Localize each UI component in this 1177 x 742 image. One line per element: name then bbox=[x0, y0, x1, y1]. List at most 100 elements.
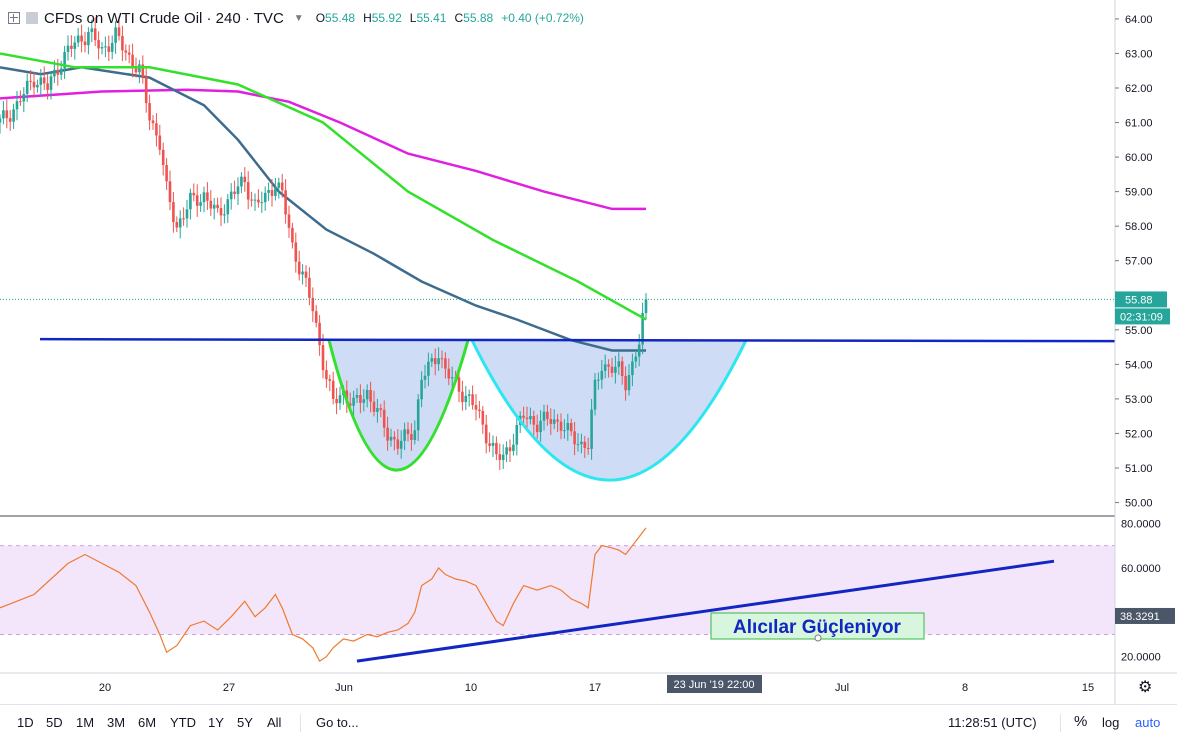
candle-body bbox=[396, 439, 400, 449]
candle-body bbox=[90, 28, 94, 33]
candle-body bbox=[124, 50, 128, 53]
candle-body bbox=[440, 358, 444, 360]
range-ytd[interactable]: YTD bbox=[170, 715, 196, 730]
ma-blue-line bbox=[0, 66, 646, 352]
time-tick-label: Jun bbox=[335, 682, 353, 694]
change-value: +0.40 (+0.72%) bbox=[501, 11, 584, 25]
candle-body bbox=[467, 394, 471, 396]
range-5d[interactable]: 5D bbox=[46, 715, 63, 730]
candle-body bbox=[552, 419, 556, 424]
candle-body bbox=[573, 431, 576, 445]
candle-body bbox=[379, 408, 383, 410]
candle-body bbox=[464, 395, 468, 403]
expand-icon[interactable] bbox=[8, 12, 20, 24]
candle-body bbox=[304, 271, 308, 278]
candle-body bbox=[631, 361, 634, 376]
chevron-down-icon[interactable]: ▼ bbox=[293, 12, 304, 24]
open-label: O bbox=[315, 11, 326, 25]
candle-body bbox=[277, 182, 281, 188]
range-3m[interactable]: 3M bbox=[107, 715, 126, 730]
auto-toggle[interactable]: auto bbox=[1135, 715, 1161, 730]
low-label: L bbox=[409, 11, 417, 25]
candle-body bbox=[338, 395, 342, 404]
countdown-label: 02:31:09 bbox=[1120, 311, 1163, 323]
candle-body bbox=[161, 149, 165, 166]
bottom-toolbar: 1D 5D 1M 3M 6M YTD 1Y 5Y All Go to... 11… bbox=[0, 704, 1177, 742]
price-tick-label: 55.00 bbox=[1125, 325, 1153, 337]
candle-body bbox=[335, 398, 338, 404]
candle-body bbox=[481, 410, 485, 425]
rsi-tick-label: 80.0000 bbox=[1121, 518, 1161, 530]
candle-body bbox=[423, 375, 427, 380]
candle-body bbox=[226, 199, 230, 215]
candle-body bbox=[627, 375, 631, 391]
candle-body bbox=[641, 313, 644, 345]
candle-body bbox=[610, 366, 614, 373]
candle-body bbox=[165, 165, 168, 182]
candle-body bbox=[185, 209, 189, 219]
candle-body bbox=[117, 27, 121, 37]
goto-button[interactable]: Go to... bbox=[316, 715, 359, 730]
candle-body bbox=[253, 199, 257, 201]
right-cup-outline bbox=[470, 339, 748, 482]
candle-body bbox=[369, 389, 372, 402]
rsi-value-badge bbox=[1115, 607, 1175, 624]
candle-body bbox=[491, 442, 495, 446]
rsi-trendline bbox=[356, 559, 1055, 663]
range-1y[interactable]: 1Y bbox=[208, 715, 224, 730]
range-1m[interactable]: 1M bbox=[76, 715, 95, 730]
price-tick-label: 64.00 bbox=[1125, 14, 1153, 26]
neckline-resistance bbox=[39, 337, 1116, 343]
annotation-text[interactable]: Alıcılar Güçleniyor bbox=[733, 617, 901, 638]
candle-body bbox=[314, 311, 318, 323]
candle-body bbox=[331, 380, 335, 399]
candle-body bbox=[97, 40, 100, 49]
open-value: 55.48 bbox=[325, 11, 356, 25]
square-icon[interactable] bbox=[26, 12, 38, 24]
candle-body bbox=[287, 214, 291, 228]
candle-body bbox=[600, 370, 604, 380]
candle-body bbox=[447, 368, 451, 379]
candle-body bbox=[59, 68, 63, 75]
range-5y[interactable]: 5Y bbox=[237, 715, 253, 730]
range-all[interactable]: All bbox=[267, 715, 282, 730]
candle-body bbox=[457, 377, 461, 392]
candle-body bbox=[178, 218, 182, 228]
candle-body bbox=[175, 222, 179, 228]
candle-body bbox=[127, 52, 131, 55]
annotation-anchor-handle[interactable] bbox=[814, 634, 822, 642]
candle-body bbox=[461, 391, 464, 403]
candle-body bbox=[355, 394, 359, 398]
candle-body bbox=[56, 69, 60, 75]
candle-body bbox=[590, 409, 593, 449]
candle-body bbox=[393, 436, 396, 440]
candle-body bbox=[365, 389, 369, 400]
candle-body bbox=[42, 77, 46, 84]
settings-gear-icon[interactable]: ⚙ bbox=[1138, 679, 1152, 696]
candle-body bbox=[182, 218, 185, 220]
price-tick-label: 59.00 bbox=[1125, 187, 1153, 199]
range-1d[interactable]: 1D bbox=[17, 715, 34, 730]
time-tick-label: Jul bbox=[835, 682, 849, 694]
last-price-label: 55.88 bbox=[1125, 294, 1153, 306]
candle-body bbox=[192, 192, 196, 196]
candle-body bbox=[260, 202, 264, 204]
symbol-title[interactable]: CFDs on WTI Crude Oil · 240 · TVC bbox=[44, 9, 284, 27]
candle-body bbox=[172, 202, 175, 223]
range-6m[interactable]: 6M bbox=[138, 715, 157, 730]
close-label: C bbox=[454, 11, 464, 25]
candle-body bbox=[66, 45, 70, 52]
candle-body bbox=[63, 51, 66, 69]
candle-body bbox=[325, 370, 328, 380]
price-tick-label: 54.00 bbox=[1125, 359, 1153, 371]
candle-body bbox=[372, 401, 376, 412]
candle-body bbox=[284, 190, 287, 215]
candle-body bbox=[12, 109, 15, 122]
price-tick-label: 57.00 bbox=[1125, 256, 1153, 268]
candle-body bbox=[437, 358, 440, 365]
percent-toggle[interactable]: % bbox=[1074, 713, 1088, 730]
candle-body bbox=[53, 69, 56, 77]
candle-body bbox=[294, 242, 298, 262]
log-toggle[interactable]: log bbox=[1102, 715, 1120, 730]
chart-canvas[interactable]: 64.00 63.00 62.00 61.00 60.00 59.00 58.00 57.00… bbox=[0, 0, 1177, 705]
